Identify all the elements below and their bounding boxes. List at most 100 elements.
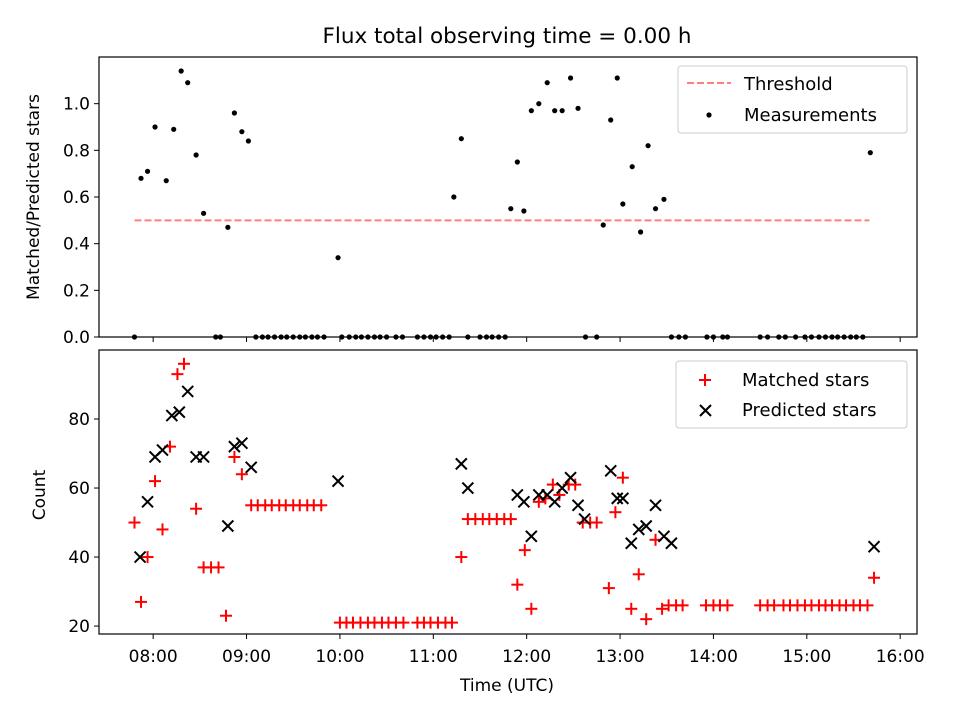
predicted-star-marker	[165, 409, 179, 422]
ratio-panel: Flux total observing time = 0.00 h Match…	[24, 24, 918, 348]
matched-star-marker	[504, 513, 517, 526]
predicted-star-marker	[197, 450, 210, 464]
legend-count: Matched stars Predicted stars	[675, 360, 908, 429]
measurement-point	[163, 178, 169, 184]
measurement-point	[225, 224, 231, 230]
matched-star-marker	[721, 599, 734, 612]
predicted-star-marker	[548, 495, 561, 509]
matched-star-marker	[590, 516, 603, 529]
x-stroke	[604, 464, 617, 477]
measurement-point	[231, 110, 237, 116]
matched-star-marker	[190, 502, 203, 515]
x-ticks-count: 08:00 09:00 10:00 11:00 12:00 13:00 14:00 15:00…	[129, 634, 925, 667]
x-stroke	[665, 537, 678, 550]
matched-star-marker	[676, 599, 689, 612]
x-stroke	[228, 440, 241, 453]
measurement-point	[567, 75, 574, 81]
predicted-star-marker	[649, 499, 662, 512]
x-stroke	[611, 492, 624, 505]
measurement-point	[637, 229, 644, 235]
measurement-point	[144, 168, 151, 174]
measurement-point	[514, 159, 520, 165]
measurement-point	[652, 206, 659, 212]
matched-star-marker	[868, 571, 881, 584]
x-stroke	[578, 512, 591, 526]
x-tick-label: 13:00	[596, 647, 645, 667]
measurement-point	[138, 175, 144, 181]
matched-star-marker	[141, 551, 154, 564]
plot-frame-count	[98, 349, 918, 635]
matched-star-marker	[861, 599, 874, 612]
predicted-star-marker	[665, 537, 678, 550]
legend-predicted-label: Predicted stars	[742, 400, 876, 421]
matched-star-marker	[212, 561, 225, 574]
matched-star-marker	[518, 544, 531, 557]
measurement-point	[335, 255, 341, 261]
x-stroke	[625, 537, 638, 550]
y-tick-label: 0.4	[63, 235, 90, 255]
x-stroke	[541, 488, 554, 502]
measurement-point	[600, 222, 606, 228]
x-stroke	[331, 474, 345, 488]
measurement-point	[178, 68, 184, 74]
matched-star-marker	[602, 582, 615, 595]
chart-title: Flux total observing time = 0.00 h	[323, 24, 692, 49]
matched-star-marker	[546, 478, 559, 491]
measurement-point	[171, 126, 177, 132]
legend-predicted-swatch	[699, 404, 712, 417]
x-stroke	[141, 495, 154, 509]
count-points	[128, 357, 881, 629]
measurement-point	[559, 108, 565, 114]
matched-star-marker	[228, 450, 241, 463]
matched-star-marker	[135, 595, 148, 608]
x-stroke	[511, 488, 524, 502]
y-tick-label: 0.6	[63, 188, 90, 208]
y-ticks-count: 20 40 60 80	[68, 410, 99, 637]
y-ticks-ratio: 0.0 0.2 0.4 0.6 0.8 1.0	[63, 95, 99, 348]
measurement-points	[131, 68, 873, 340]
predicted-star-marker	[625, 537, 638, 550]
x-stroke	[461, 481, 475, 495]
matched-star-marker	[177, 357, 190, 370]
measurement-point	[620, 201, 626, 207]
y-tick-label: 0.0	[63, 328, 90, 348]
predicted-star-marker	[181, 385, 194, 398]
predicted-star-marker	[555, 481, 569, 495]
predicted-star-marker	[455, 457, 468, 471]
x-stroke	[517, 495, 531, 509]
x-stroke	[867, 540, 881, 553]
matched-star-marker	[455, 551, 468, 564]
measurement-point	[245, 138, 252, 144]
x-stroke	[525, 530, 538, 543]
matched-star-marker	[625, 602, 638, 615]
x-stroke	[639, 519, 653, 533]
predicted-star-marker	[461, 481, 475, 495]
matched-star-marker	[219, 609, 232, 622]
x-axis-label: Time (UTC)	[459, 676, 554, 696]
legend-box	[675, 360, 908, 429]
matched-star-marker	[616, 471, 629, 484]
x-stroke	[564, 471, 577, 484]
measurement-point	[185, 80, 191, 86]
measurement-point	[629, 164, 635, 170]
y-tick-label: 1.0	[63, 95, 90, 115]
predicted-star-marker	[578, 512, 591, 526]
matched-star-marker	[235, 468, 248, 481]
measurement-point	[508, 206, 514, 212]
matched-star-marker	[640, 613, 653, 626]
measurement-point	[451, 194, 457, 200]
measurement-point	[645, 143, 651, 149]
measurement-point	[867, 150, 873, 156]
measurement-point	[458, 136, 464, 142]
x-stroke	[156, 443, 169, 457]
measurement-point	[552, 108, 558, 114]
matched-star-marker	[171, 368, 184, 381]
matched-star-marker	[525, 602, 538, 615]
predicted-star-marker	[331, 474, 345, 488]
y-tick-label: 40	[68, 548, 90, 568]
x-tick-label: 15:00	[782, 647, 831, 667]
plot-frame-ratio	[98, 56, 918, 338]
x-stroke	[548, 495, 561, 509]
x-stroke	[235, 436, 249, 450]
